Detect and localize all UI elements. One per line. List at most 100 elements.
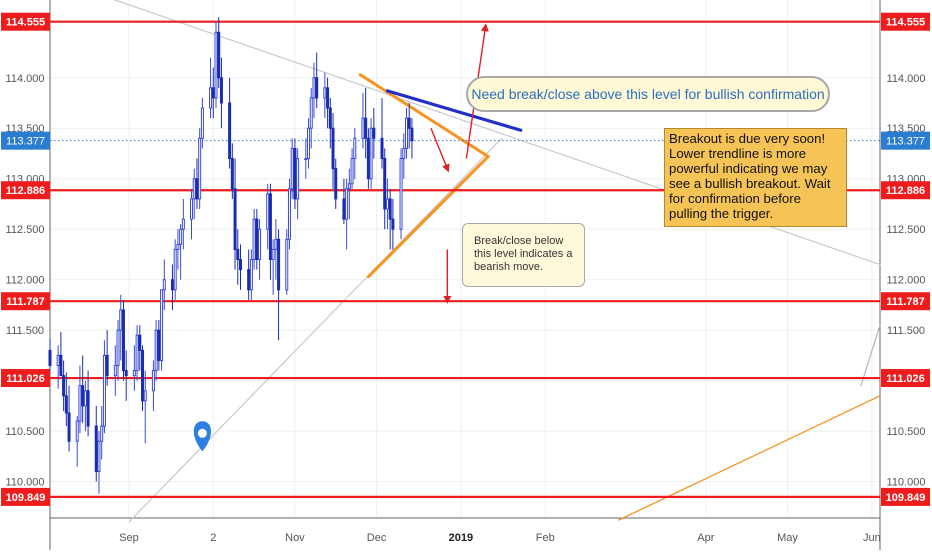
candle-body	[113, 365, 117, 377]
x-tick-label: 2	[210, 532, 216, 544]
current-price-badge-right	[881, 131, 930, 150]
candle-body	[315, 77, 319, 99]
level-badge-label: 112.886	[886, 185, 925, 197]
candle	[67, 385, 71, 452]
candle-body	[287, 188, 291, 240]
candle-body	[181, 218, 185, 230]
candle-body	[179, 228, 183, 245]
candle	[214, 22, 218, 109]
candle-body	[285, 238, 289, 291]
candle	[162, 259, 166, 310]
candle-body	[192, 178, 196, 200]
candle-body	[236, 248, 240, 261]
minor-trendline	[860, 324, 881, 387]
candle-body	[209, 87, 213, 109]
candle-body	[350, 158, 354, 185]
candles	[48, 17, 414, 494]
candle	[56, 345, 60, 389]
x-tick-label: 2019	[449, 532, 473, 544]
candle	[304, 138, 308, 179]
candle-body	[75, 420, 79, 442]
candle	[353, 128, 357, 179]
level-badge-label: 114.555	[6, 17, 45, 29]
candle-body	[391, 218, 395, 230]
candle	[233, 158, 237, 270]
candle	[399, 148, 403, 240]
candle	[361, 92, 365, 149]
candle-body	[304, 158, 308, 161]
candle-body	[233, 188, 237, 250]
candle	[334, 158, 338, 210]
candle	[307, 118, 311, 169]
y-tick-label-right: 111.500	[887, 325, 925, 337]
candle	[249, 249, 253, 300]
candle-body	[195, 178, 199, 200]
candle	[380, 97, 384, 169]
candle-body	[334, 168, 338, 200]
candle-body	[331, 127, 335, 170]
x-tick-label: Dec	[367, 532, 387, 544]
candle	[75, 416, 79, 467]
current-price-label: 113.377	[6, 136, 45, 148]
candle	[157, 320, 161, 371]
candle-body	[121, 309, 125, 372]
candle	[364, 87, 368, 159]
candle-body	[277, 238, 281, 291]
candle-body	[290, 147, 294, 190]
current-price-label: 113.377	[886, 136, 925, 148]
candle	[228, 77, 232, 169]
candle	[190, 188, 194, 240]
candle	[238, 244, 242, 290]
candle-body	[326, 87, 330, 109]
candle	[388, 188, 392, 250]
candle-body	[78, 385, 82, 422]
candle	[328, 97, 332, 149]
candle	[230, 143, 234, 199]
candle	[59, 332, 63, 377]
candle-body	[105, 354, 109, 377]
candle-body	[258, 228, 262, 261]
candle-body	[407, 117, 411, 129]
candle-body	[410, 127, 414, 142]
y-tick-label-left: 112.000	[6, 275, 45, 287]
candle	[271, 239, 275, 295]
candle	[192, 168, 196, 220]
candle	[383, 148, 387, 230]
candle-body	[141, 349, 145, 402]
level-badge-left	[1, 292, 50, 311]
candle	[119, 294, 123, 361]
candle-body	[64, 395, 68, 414]
candle-body	[59, 354, 63, 377]
candle-body	[361, 117, 365, 139]
candle-body	[119, 309, 123, 331]
candle-body	[151, 370, 155, 392]
candle	[113, 345, 117, 396]
level-badge-left	[1, 181, 50, 200]
candle-body	[219, 77, 223, 104]
candle	[86, 370, 90, 437]
candle-body	[268, 193, 272, 261]
candle-body	[67, 412, 71, 442]
candle	[323, 72, 327, 119]
candle	[83, 380, 87, 432]
level-badge-right	[881, 369, 930, 388]
candle	[64, 372, 68, 427]
y-tick-label-right: 110.000	[887, 477, 926, 489]
candle	[255, 209, 259, 270]
candle	[404, 108, 408, 159]
x-tick-label: May	[777, 532, 798, 544]
candle	[78, 365, 82, 434]
resistance-line	[385, 89, 523, 132]
candle-body	[135, 334, 139, 372]
candle	[81, 355, 85, 424]
triangle-upper-line	[358, 73, 490, 159]
x-tick-label: Apr	[697, 532, 714, 544]
candle-body	[100, 425, 104, 442]
candle-body	[86, 390, 90, 427]
candle-body	[154, 329, 158, 372]
candle-body	[124, 370, 128, 377]
candle-body	[94, 425, 98, 473]
candle-body	[176, 243, 180, 250]
candle-body	[198, 137, 202, 200]
candle	[48, 338, 52, 373]
